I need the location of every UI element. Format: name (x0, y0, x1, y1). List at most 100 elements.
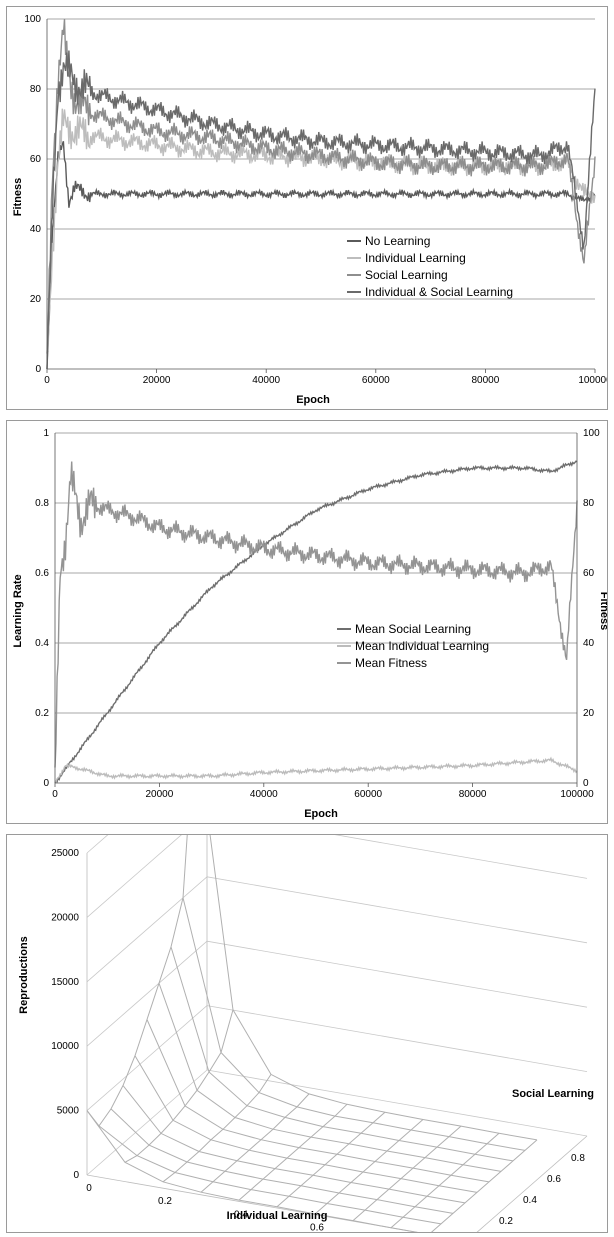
learning-rate-chart: 0 0.2 0.4 0.6 0.8 1 0 20 40 60 80 100 0 20000 40000 600… (12, 428, 607, 820)
surface-line (390, 1132, 500, 1229)
surface-line (200, 1093, 310, 1193)
surface-line (98, 1125, 442, 1225)
legend-label: Social Learning (365, 268, 448, 282)
y2-tick-label: 20 (583, 708, 595, 719)
surface-line (110, 1108, 454, 1214)
y-tick-label: 80 (30, 84, 42, 95)
y-tick-label: 0 (43, 778, 49, 789)
wall-gridline (86, 1005, 208, 1111)
y-tick-label: 20 (30, 294, 42, 305)
z-tick-label: 25000 (51, 848, 79, 859)
surface-line (146, 1019, 490, 1183)
y2-tick-label: 80 (583, 498, 595, 509)
series-line-no-learning (46, 141, 596, 370)
x-tick-label: 80000 (471, 375, 499, 386)
x-tick-label: 0.6 (310, 1223, 324, 1232)
surface-line (86, 1110, 419, 1232)
legend-label: No Learning (365, 234, 430, 248)
wall-gridline (86, 835, 182, 918)
y2-axis-label: Fitness (598, 592, 607, 631)
x-tick-label: 0 (86, 1183, 92, 1194)
surface-line (430, 1139, 538, 1232)
fitness-legend: No Learning Individual Learning Social Lea… (347, 234, 513, 299)
x-tick-label: 60000 (362, 375, 390, 386)
learning-rate-chart-panel: 0 0.2 0.4 0.6 0.8 1 0 20 40 60 80 100 0 20000 40000 600… (6, 420, 608, 824)
reproductions-surface-chart: 050001000015000200002500000.20.40.60.800… (18, 835, 594, 1232)
y-tick-label: 100 (24, 14, 41, 25)
surface-line (238, 1103, 348, 1201)
z-axis-label: Reproductions (18, 936, 30, 1014)
y2-tick-label: 100 (583, 428, 600, 439)
learning-legend: Mean Social Learning Mean Individual Lear… (337, 622, 489, 670)
surface-line (352, 1125, 462, 1221)
wall-gridline (86, 1069, 208, 1176)
surface-line (122, 1085, 466, 1204)
y-tick-label: 60 (30, 154, 42, 165)
y-tick-label: 0.2 (35, 708, 49, 719)
surface-line (170, 946, 514, 1162)
y-axis-label: Learning Rate (12, 574, 24, 647)
legend-label: Mean Social Learning (355, 622, 471, 636)
y-tick-label: 0.6 (35, 568, 49, 579)
y-tick-label: 0.8 (35, 498, 49, 509)
fitness-chart-panel: 020406080100020000400006000080000100000 … (6, 6, 608, 410)
fitness-chart: 020406080100020000400006000080000100000 … (12, 14, 607, 406)
surface-line (182, 897, 526, 1151)
y-tick-label: 0 (35, 364, 41, 375)
y-tick-label: 0.4 (35, 638, 49, 649)
legend-label: Mean Individual Learning (355, 639, 489, 653)
x-axis-label: Epoch (304, 808, 338, 820)
surface-line (162, 1074, 272, 1183)
x-axis-label: Individual Learning (227, 1210, 328, 1222)
legend-label: Individual & Social Learning (365, 285, 513, 299)
x-tick-label: 0 (52, 789, 58, 800)
series-line-mean-social-learning (54, 460, 578, 784)
x-tick-label: 0.4 (234, 1209, 248, 1220)
series-line-social-learning (46, 18, 596, 354)
surface-line (209, 835, 538, 1141)
wall-gridline (334, 835, 588, 879)
series-line-mean-individual-learning (54, 756, 578, 783)
surface-line (86, 835, 188, 1127)
x-tick-label: 0 (44, 375, 50, 386)
reproductions-chart-panel: 050001000015000200002500000.20.40.60.800… (6, 834, 608, 1233)
x-tick-label: 100000 (578, 375, 607, 386)
y2-tick-label: 40 (583, 638, 595, 649)
y-axis-label: Social Learning (512, 1088, 594, 1100)
surface-line (124, 1009, 234, 1163)
x-axis-label: Epoch (296, 394, 330, 406)
series-line-individual-social-learning (46, 50, 596, 370)
surface-line (314, 1119, 424, 1215)
x-tick-label: 60000 (354, 789, 382, 800)
y-axis-label: Fitness (12, 178, 24, 217)
surface-line (276, 1111, 386, 1208)
y-axis (476, 1135, 588, 1232)
legend-label: Mean Fitness (355, 656, 427, 670)
z-tick-label: 15000 (51, 977, 79, 988)
z-tick-label: 0 (73, 1170, 79, 1181)
wall-gridline (206, 1069, 588, 1137)
y-tick-label: 0.6 (547, 1174, 561, 1185)
x-tick-label: 40000 (252, 375, 280, 386)
x-tick-label: 40000 (250, 789, 278, 800)
z-tick-label: 5000 (57, 1106, 80, 1117)
y-tick-label: 0.8 (571, 1153, 585, 1164)
y2-tick-label: 60 (583, 568, 595, 579)
z-tick-label: 20000 (51, 912, 79, 923)
y-tick-label: 1 (43, 428, 49, 439)
z-tick-label: 10000 (51, 1041, 79, 1052)
x-axis (86, 1174, 418, 1232)
wall-gridline (206, 876, 588, 944)
y-tick-label: 40 (30, 224, 42, 235)
wall-gridline (206, 940, 588, 1008)
y-tick-label: 0.2 (499, 1216, 513, 1227)
x-tick-label: 80000 (459, 789, 487, 800)
y2-tick-label: 0 (583, 778, 589, 789)
x-tick-label: 20000 (143, 375, 171, 386)
x-tick-label: 100000 (560, 789, 594, 800)
legend-label: Individual Learning (365, 251, 466, 265)
x-tick-label: 20000 (145, 789, 173, 800)
wall-gridline (86, 940, 208, 1047)
series-line-mean-fitness (54, 461, 578, 768)
y-tick-label: 0.4 (523, 1195, 537, 1206)
